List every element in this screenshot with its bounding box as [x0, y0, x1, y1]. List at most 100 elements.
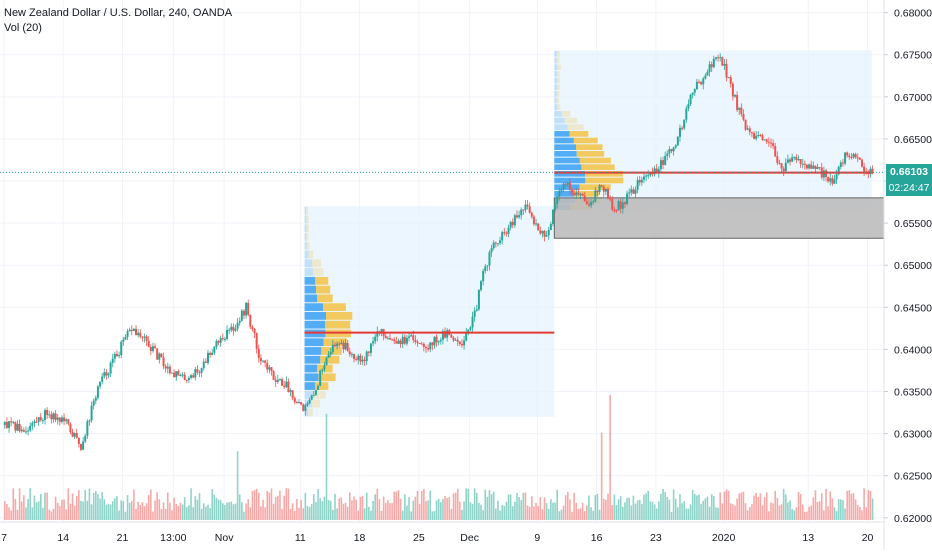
candle-body: [211, 352, 214, 356]
volume-bar: [209, 507, 211, 520]
candle-body: [539, 230, 542, 234]
candle-body: [401, 336, 404, 345]
volume-bar: [596, 493, 599, 520]
profile-bar-up: [304, 224, 307, 233]
profile-bar-down: [556, 104, 561, 111]
volume-bar: [188, 505, 190, 520]
volume-bar: [691, 489, 694, 520]
candle-body: [168, 366, 171, 374]
volume-bar: [380, 510, 383, 520]
volume-bar: [840, 499, 842, 520]
volume-bar: [662, 489, 664, 520]
candle-body: [793, 156, 796, 158]
volume-bar: [672, 489, 675, 520]
volume-bar: [463, 501, 465, 520]
candle-body: [592, 201, 595, 203]
candle-body: [579, 193, 582, 195]
candle-body: [649, 172, 652, 176]
volume-bar: [615, 505, 618, 520]
time-tick-label: 2020: [712, 532, 736, 544]
candle-body: [482, 270, 485, 282]
candle-body: [200, 368, 203, 373]
candle-body: [230, 326, 233, 330]
candle-body: [535, 223, 538, 225]
volume-bar: [111, 501, 114, 520]
candle-body: [266, 362, 269, 370]
volume-bar: [778, 505, 781, 520]
candle-body: [702, 78, 705, 85]
volume-bar: [302, 508, 305, 520]
candle-body: [314, 390, 317, 396]
candle-body: [105, 372, 108, 376]
volume-bar: [469, 502, 472, 520]
bar-countdown-tag: 02:24:47: [886, 180, 932, 197]
profile-bar-down: [323, 303, 346, 312]
price-axis[interactable]: 0.680000.675000.670000.665000.660000.655…: [883, 0, 932, 550]
time-axis[interactable]: 7 14 21 13:00 Nov 11 18 25 Dec 9 16 23 2020 13 20: [0, 521, 884, 544]
volume-bar: [729, 503, 732, 520]
candle-body: [380, 329, 383, 334]
volume-bar: [727, 490, 730, 520]
candle-body: [236, 322, 239, 329]
volume-bar: [687, 508, 690, 520]
volume-bar: [80, 500, 82, 520]
profile-bar-down: [564, 117, 578, 124]
volume-bar: [533, 506, 535, 520]
volume-bar: [459, 501, 461, 520]
volume-bar: [103, 499, 106, 520]
candle-body: [825, 170, 828, 177]
candle-body: [405, 338, 408, 344]
candle-body: [372, 341, 375, 344]
volume-bar: [128, 502, 131, 520]
candle-body: [602, 186, 605, 192]
volume-bar: [550, 499, 552, 520]
candle-body: [814, 165, 817, 169]
candle-body: [374, 336, 377, 342]
volume-bar: [867, 489, 870, 520]
volume-bar: [4, 501, 6, 520]
candle-body: [456, 339, 459, 342]
candle-body: [346, 343, 349, 352]
candle-body: [833, 179, 836, 184]
volume-bar: [837, 499, 840, 520]
volume-bar: [300, 499, 302, 520]
symbol-title[interactable]: New Zealand Dollar / U.S. Dollar, 240, O…: [4, 7, 233, 19]
volume-bar: [683, 501, 685, 520]
volume-bar: [357, 510, 360, 520]
candle-body: [103, 372, 106, 377]
volume-bar: [353, 496, 355, 520]
volume-indicator-label[interactable]: Vol (20): [4, 22, 42, 34]
profile-bar-down: [585, 177, 624, 184]
volume-bar: [266, 491, 269, 520]
volume-bar: [590, 507, 592, 520]
volume-bar: [61, 499, 63, 520]
volume-bar: [454, 492, 457, 520]
volume-bar: [780, 504, 783, 520]
volume-bar: [179, 502, 182, 520]
candle-body: [367, 351, 370, 353]
volume-bar: [293, 511, 296, 520]
candle-body: [681, 127, 684, 129]
volume-bar: [315, 502, 317, 520]
volume-bar: [677, 507, 679, 520]
candle-body: [94, 397, 97, 401]
candle-body: [668, 149, 671, 154]
candle-body: [10, 421, 13, 423]
candle-body: [363, 359, 366, 362]
candle-body: [672, 147, 675, 152]
candle-body: [858, 157, 861, 160]
profile-bar-up: [304, 373, 319, 382]
volume-bar: [130, 501, 133, 520]
candle-body: [221, 338, 224, 340]
profile-bar-up: [304, 276, 316, 285]
candle-body: [101, 376, 104, 382]
candle-body: [177, 371, 180, 376]
volume-bar: [537, 506, 539, 520]
volume-bar: [791, 508, 793, 520]
volume-bar: [820, 493, 823, 520]
candle-body: [50, 414, 53, 420]
candle-body: [460, 344, 463, 346]
volume-bar: [475, 492, 478, 520]
